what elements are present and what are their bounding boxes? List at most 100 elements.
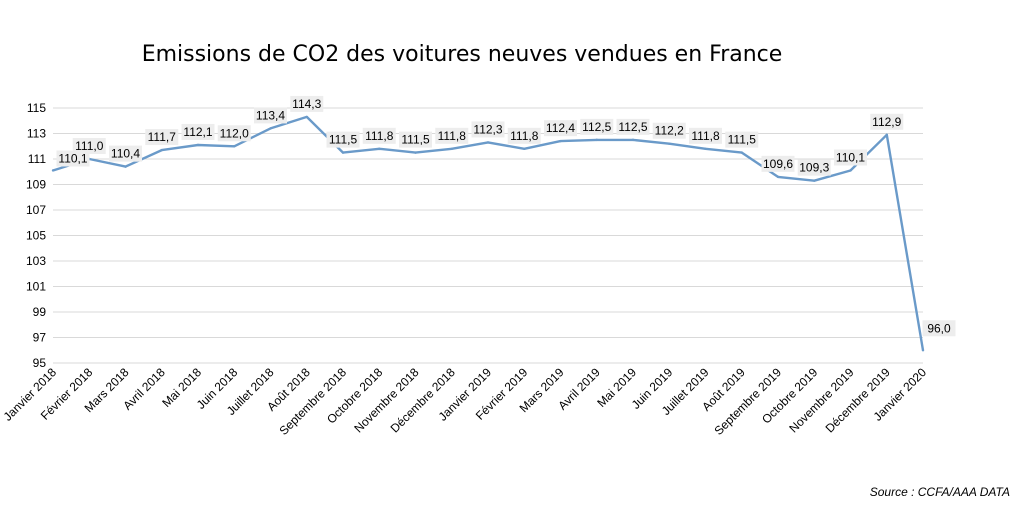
data-point — [341, 151, 345, 154]
data-label-bg — [544, 120, 577, 137]
data-point — [124, 165, 127, 168]
data-point — [776, 175, 780, 179]
data-label: 112,5 — [616, 118, 650, 135]
data-point — [668, 142, 671, 145]
y-tick-label: 105 — [26, 229, 46, 243]
data-label-bg — [435, 127, 469, 144]
y-tick-label: 97 — [33, 331, 47, 345]
data-label-bg — [72, 138, 106, 154]
data-label: 111,8 — [435, 127, 469, 144]
data-label: 111,8 — [507, 127, 541, 144]
data-label-bg — [254, 107, 287, 124]
data-label-text: 110,1 — [836, 150, 865, 164]
data-label: 114,3 — [290, 95, 324, 112]
data-label-text: 111,0 — [75, 139, 104, 153]
y-tick-label: 113 — [27, 127, 46, 141]
data-label: 110,1 — [834, 149, 867, 166]
y-axis: 95 97 99 101 103 105 107 109 111 113 115 — [26, 101, 46, 370]
data-label-text: 112,9 — [872, 115, 901, 129]
data-label-bg — [471, 121, 505, 138]
data-label-bg — [652, 122, 686, 139]
data-point — [921, 349, 925, 352]
data-point — [559, 139, 562, 143]
data-label-text: 111,8 — [365, 129, 394, 143]
data-point — [740, 151, 743, 154]
data-label-text: 112,4 — [546, 121, 575, 135]
data-label-text: 112,3 — [473, 122, 502, 136]
chart-title: Emissions de CO2 des voitures neuves ven… — [141, 42, 783, 67]
data-label-text: 111,8 — [510, 129, 539, 143]
data-label-bg — [834, 149, 867, 166]
y-tick-label: 103 — [26, 254, 46, 268]
data-point — [849, 169, 852, 172]
data-label: 112,9 — [870, 113, 904, 130]
data-label-text: 112,0 — [220, 126, 249, 140]
y-tick-label: 95 — [33, 356, 47, 370]
y-tick-label: 109 — [26, 178, 46, 192]
data-label: 112,4 — [544, 120, 577, 137]
data-label: 111,5 — [399, 131, 432, 148]
data-label-bg — [761, 155, 795, 172]
data-label-text: 109,6 — [763, 157, 793, 171]
data-label: 111,0 — [72, 138, 106, 154]
data-point — [233, 145, 236, 148]
data-label-bg — [56, 150, 90, 167]
data-label-bg — [580, 118, 614, 135]
data-label-text: 111,8 — [438, 129, 467, 143]
data-label: 111,7 — [145, 129, 179, 146]
data-label-text: 113,4 — [256, 108, 285, 122]
y-tick-label: 101 — [26, 280, 46, 294]
data-point — [595, 138, 598, 142]
data-label-bg — [725, 131, 759, 148]
data-label-text: 111,5 — [401, 133, 430, 147]
data-label-text: 111,5 — [728, 133, 757, 147]
y-tick-label: 111 — [28, 152, 47, 166]
data-label: 111,8 — [362, 127, 396, 144]
data-label-bg — [217, 125, 251, 142]
data-label-bg — [362, 127, 396, 144]
data-label-text: 111,7 — [148, 130, 177, 144]
data-point — [450, 147, 453, 150]
data-point — [51, 169, 55, 172]
data-label-text: 112,2 — [655, 124, 684, 138]
data-label-bg — [326, 131, 360, 148]
data-label-text: 111,8 — [691, 129, 720, 143]
data-point — [196, 143, 200, 147]
data-label-text: 112,1 — [183, 125, 212, 139]
data-point — [885, 133, 888, 136]
data-label: 111,5 — [725, 131, 759, 148]
data-label: 112,3 — [471, 121, 505, 138]
data-label: 112,1 — [181, 123, 215, 140]
data-label: 110,4 — [109, 145, 142, 162]
y-tick-label: 99 — [33, 305, 47, 319]
data-label: 96,0 — [922, 320, 956, 337]
data-label: 109,3 — [797, 159, 831, 176]
data-label-text: 96,0 — [927, 321, 951, 335]
data-label-bg — [689, 127, 722, 144]
data-label-text: 110,1 — [58, 151, 87, 165]
data-point — [269, 127, 272, 130]
data-label-text: 112,5 — [618, 120, 647, 134]
data-label-bg — [181, 123, 215, 140]
data-label: 110,1 — [56, 150, 90, 167]
data-point — [523, 147, 526, 150]
data-label-text: 111,5 — [329, 133, 358, 147]
data-label-bg — [399, 131, 432, 148]
data-label-bg — [109, 145, 142, 162]
data-label: 111,8 — [689, 127, 722, 144]
data-label-text: 109,3 — [799, 161, 829, 175]
source-note: Source : CCFA/AAA DATA — [869, 485, 1010, 499]
data-label: 112,5 — [580, 118, 614, 135]
data-label-bg — [507, 127, 541, 144]
x-tick-label: Décembre 2018 — [388, 365, 459, 436]
data-point — [305, 115, 308, 119]
data-point — [631, 138, 635, 142]
data-label-text: 112,5 — [582, 120, 611, 134]
data-label-bg — [145, 129, 179, 146]
data-point — [378, 147, 381, 150]
data-label-text: 114,3 — [292, 97, 321, 111]
data-label: 112,0 — [217, 125, 251, 142]
